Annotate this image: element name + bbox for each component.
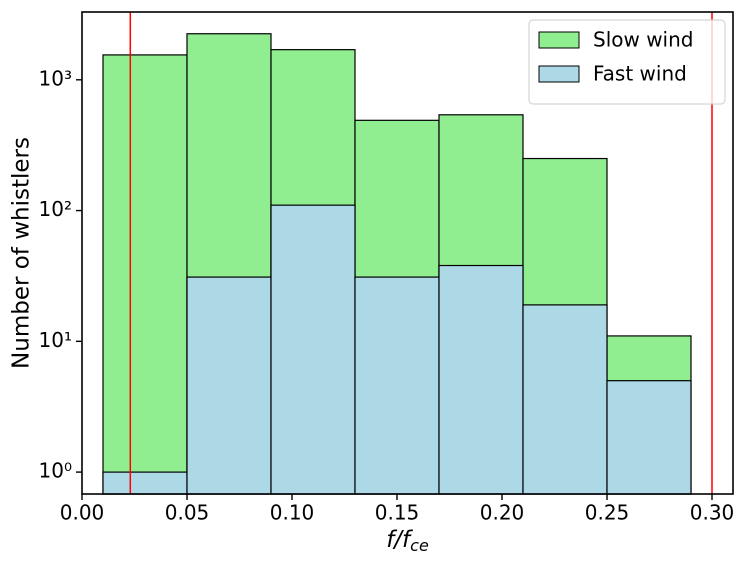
y-axis-label: Number of whistlers xyxy=(9,137,35,369)
bar xyxy=(438,264,524,495)
bar xyxy=(606,380,692,495)
bar xyxy=(522,304,608,495)
legend-label: Fast wind xyxy=(593,62,687,86)
y-tick-label: 10¹ xyxy=(39,328,72,352)
bar xyxy=(354,276,440,495)
plot-frame xyxy=(81,11,734,495)
x-tick-label: 0.20 xyxy=(480,501,525,525)
bar xyxy=(102,471,188,495)
legend-swatch xyxy=(538,65,580,83)
x-tick-label: 0.25 xyxy=(585,501,630,525)
legend-label: Slow wind xyxy=(593,28,694,52)
x-tick-label: 0.05 xyxy=(165,501,210,525)
y-tick-label: 10³ xyxy=(39,66,72,90)
bar xyxy=(102,54,188,495)
y-tick-label: 10⁰ xyxy=(39,459,72,483)
bar xyxy=(270,204,356,495)
bar xyxy=(186,276,272,495)
y-tick-label: 10² xyxy=(39,197,72,221)
x-tick-label: 0.10 xyxy=(270,501,315,525)
x-tick-label: 0.00 xyxy=(60,501,105,525)
x-axis-label: f/fce xyxy=(386,527,429,555)
x-axis-label-main: f/f xyxy=(386,527,413,553)
x-tick-label: 0.15 xyxy=(375,501,420,525)
x-tick-label: 0.30 xyxy=(690,501,735,525)
x-axis-label-sub: ce xyxy=(410,536,429,555)
legend-swatch xyxy=(538,31,580,49)
